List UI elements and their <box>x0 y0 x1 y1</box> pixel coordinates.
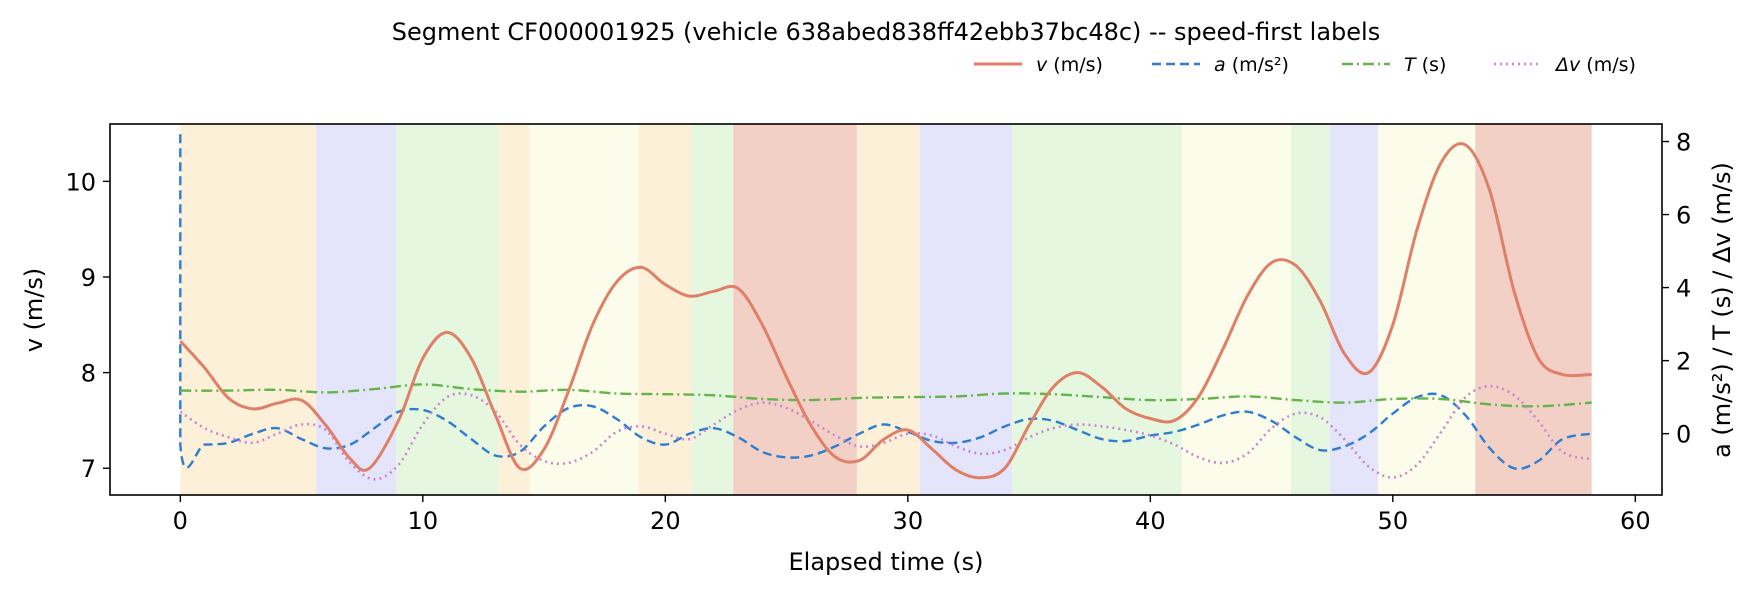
y-left-tick-label: 9 <box>81 264 96 292</box>
y-right-tick-label: 2 <box>1676 348 1691 376</box>
background-band <box>396 124 498 495</box>
background-band <box>180 124 317 495</box>
y-right-axis-ticks: 0 2 4 6 8 <box>1662 129 1691 449</box>
y-left-tick-label: 7 <box>81 455 96 483</box>
background-band <box>1475 124 1592 495</box>
background-band <box>733 124 857 495</box>
background-band <box>638 124 692 495</box>
background-band <box>919 124 1013 495</box>
x-axis-label: Elapsed time (s) <box>789 548 984 576</box>
background-band <box>1378 124 1476 495</box>
series-line-2 <box>180 383 1592 408</box>
x-axis-ticks: 0 10 20 30 40 50 60 <box>173 495 1651 535</box>
background-band <box>1012 124 1182 495</box>
series-layer <box>179 134 1593 481</box>
y-left-tick-label: 8 <box>81 360 96 388</box>
y-right-tick-label: 6 <box>1676 202 1691 230</box>
background-band <box>692 124 734 495</box>
x-tick-label: 50 <box>1378 507 1409 535</box>
x-tick-label: 10 <box>408 507 439 535</box>
x-tick-label: 30 <box>893 507 924 535</box>
legend: v (m/s) a (m/s²) T (s) Δv (m/s) <box>974 54 1636 76</box>
x-tick-label: 40 <box>1135 507 1166 535</box>
series-line-0 <box>179 142 1592 480</box>
x-tick-label: 0 <box>173 507 188 535</box>
series-line-1 <box>179 134 1592 471</box>
background-band <box>856 124 920 495</box>
background-band <box>529 124 639 495</box>
plot-frame <box>109 123 1663 496</box>
legend-label: v (m/s) <box>1036 54 1103 76</box>
y-left-tick-label: 10 <box>65 168 96 196</box>
x-tick-label: 20 <box>650 507 681 535</box>
y-right-axis-label: a (m/s²) / T (s) / Δv (m/s) <box>1708 162 1736 458</box>
y-right-tick-label: 8 <box>1676 129 1691 157</box>
y-left-axis-label: v (m/s) <box>20 268 48 353</box>
background-band <box>1181 124 1291 495</box>
y-right-tick-label: 4 <box>1676 275 1691 303</box>
chart-title: Segment CF000001925 (vehicle 638abed838f… <box>392 18 1380 46</box>
background-band <box>498 124 530 495</box>
x-tick-label: 60 <box>1620 507 1651 535</box>
legend-label: a (m/s²) <box>1214 54 1289 76</box>
legend-label: T (s) <box>1404 54 1446 76</box>
y-left-axis-ticks: 7 8 9 10 <box>65 168 110 483</box>
y-right-tick-label: 0 <box>1676 421 1691 449</box>
background-band <box>316 124 397 495</box>
background-band <box>1329 124 1379 495</box>
legend-label: Δv (m/s) <box>1554 54 1636 76</box>
